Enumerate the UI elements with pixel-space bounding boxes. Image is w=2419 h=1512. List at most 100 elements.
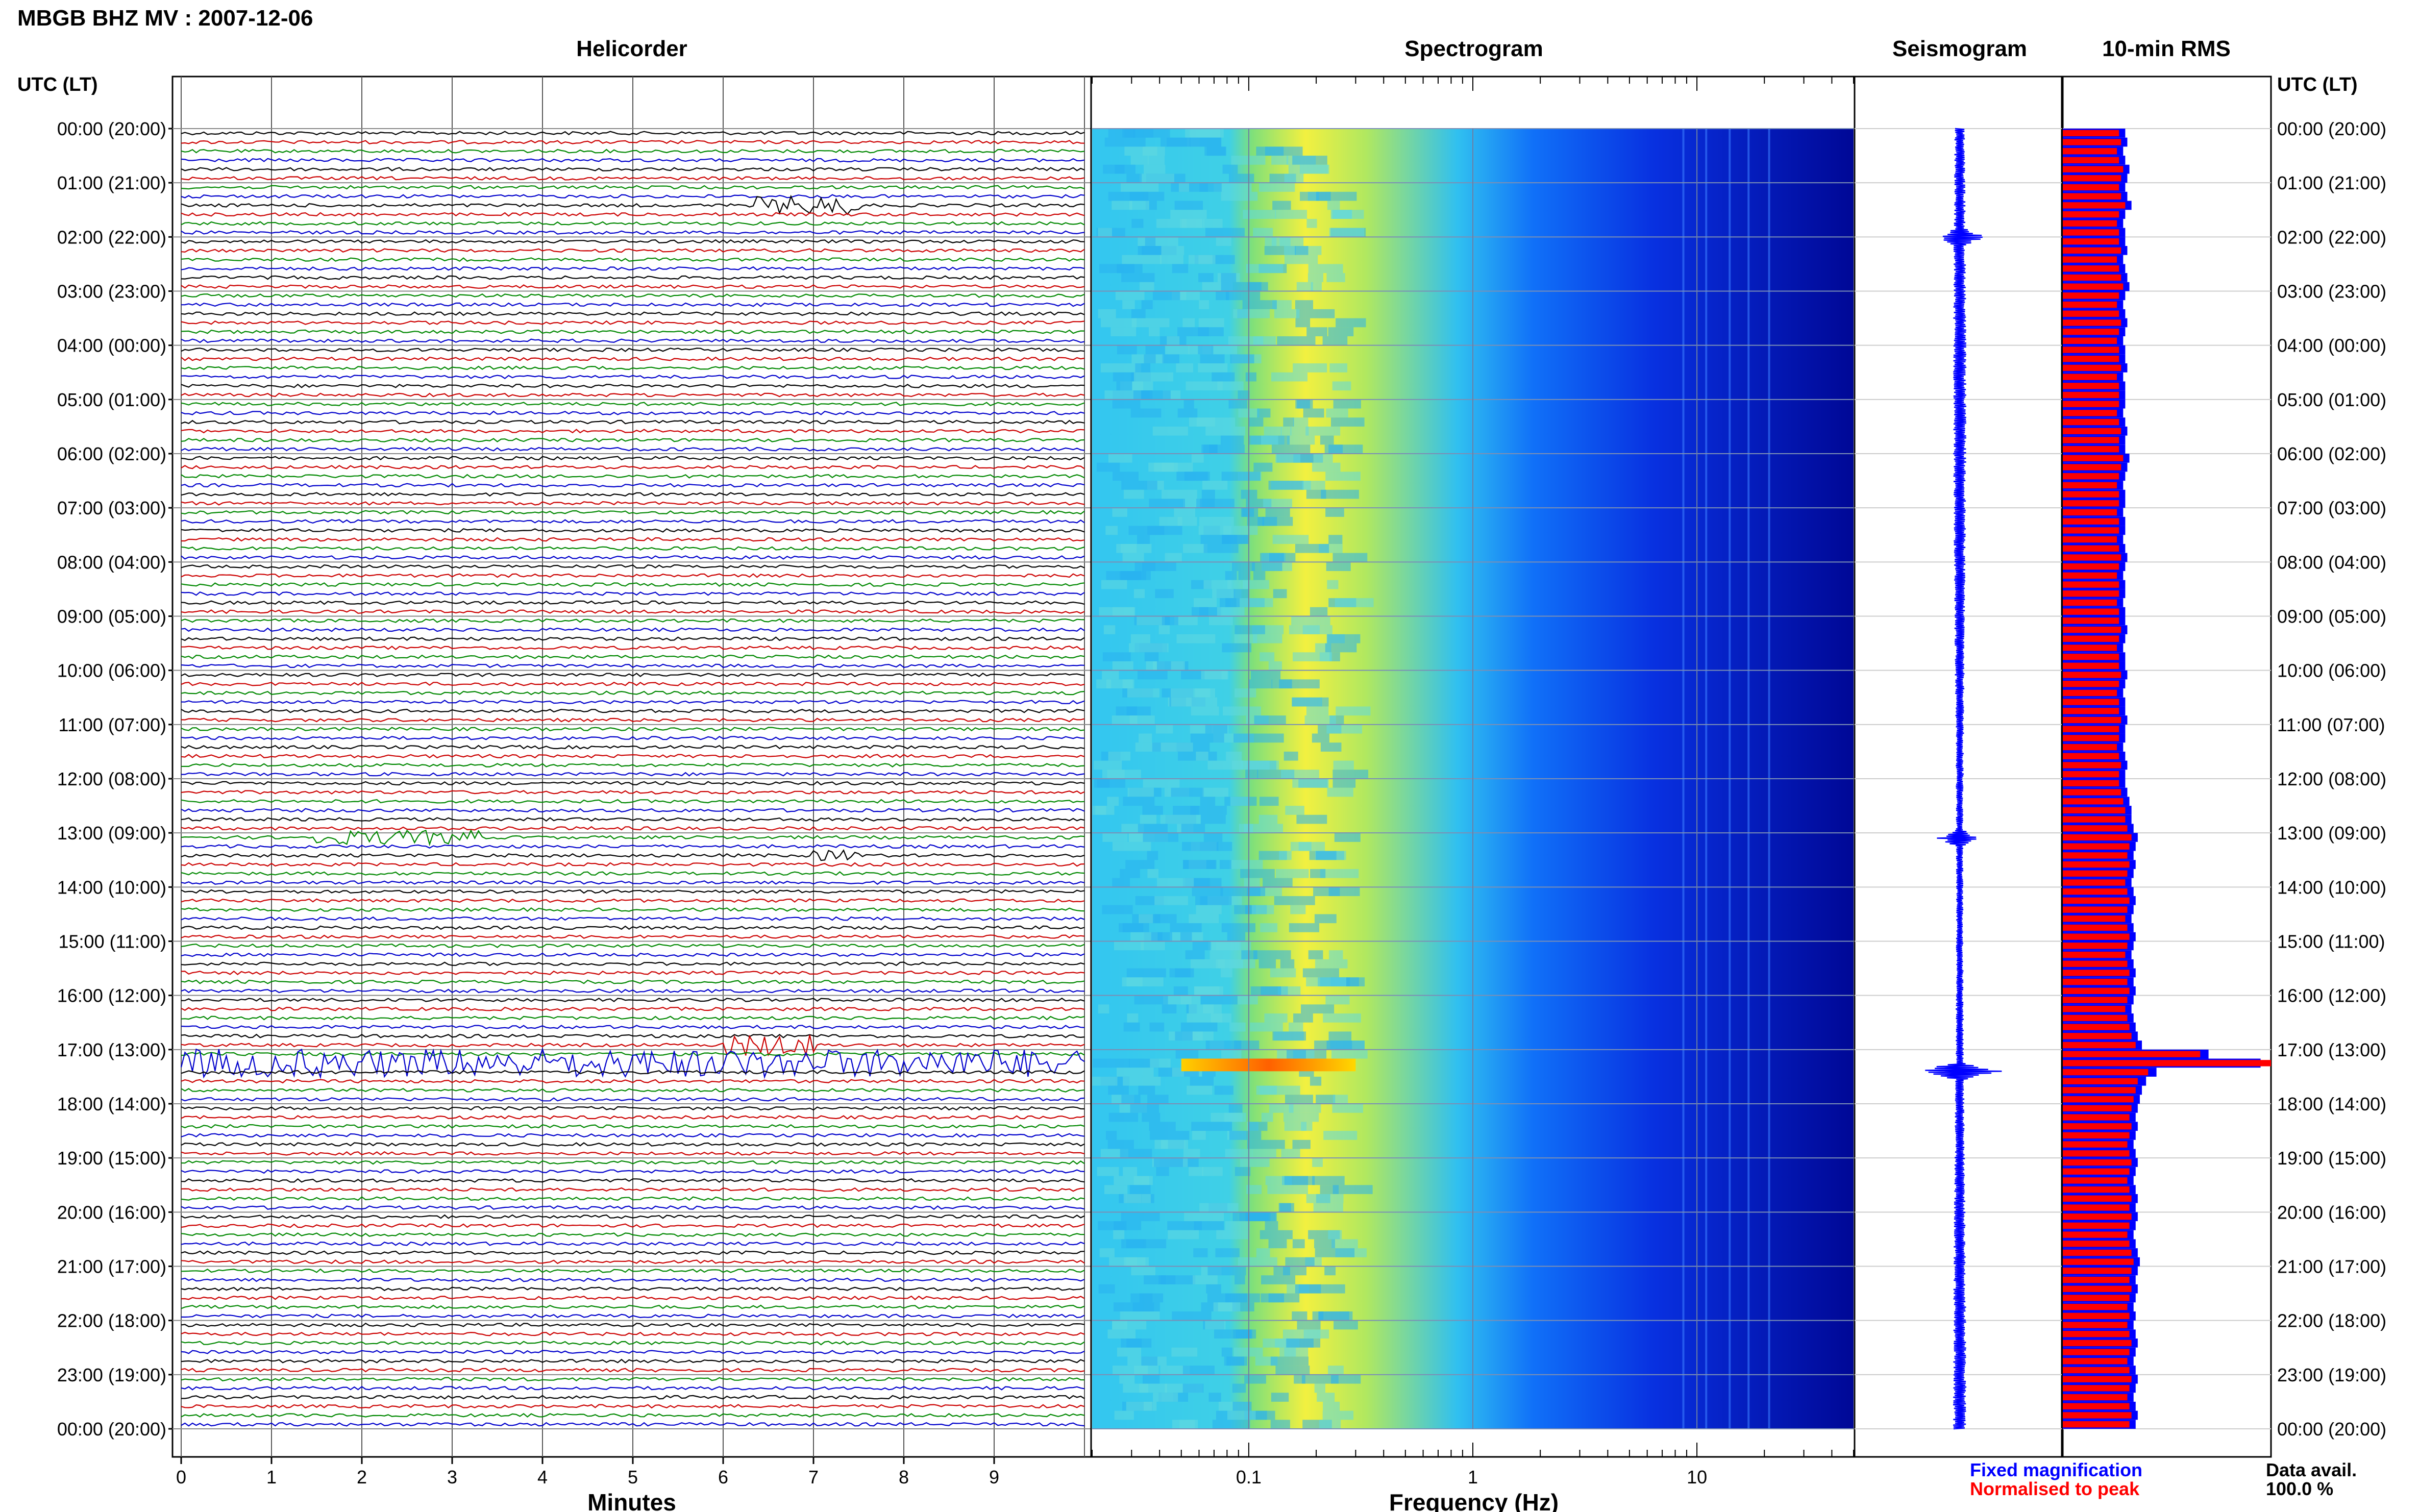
spectrogram-cell: [1179, 291, 1200, 301]
spectrogram-cell: [1280, 426, 1292, 436]
spectrogram-cell: [1155, 724, 1173, 734]
spectrogram-cell: [1128, 643, 1169, 653]
spectrogram-cell: [1172, 264, 1189, 274]
time-tick-label: 00:00 (20:00): [57, 1419, 166, 1440]
helicorder-trace: [181, 1358, 1085, 1364]
spectrogram-cell: [1302, 481, 1325, 490]
helicorder-tick-label: 4: [537, 1467, 548, 1488]
spectrogram-cell: [1329, 950, 1343, 959]
spectrogram-cell: [1285, 806, 1304, 815]
helicorder-trace: [181, 1124, 1085, 1129]
spectrogram-cell: [1336, 318, 1366, 328]
rms-bar-normalised: [2063, 1123, 2132, 1130]
rms-bar-normalised: [2063, 1060, 2271, 1067]
helicorder-trace: [181, 1223, 1085, 1228]
spectrogram-cell: [1227, 932, 1246, 941]
spectrogram-cell: [1230, 797, 1250, 806]
spectrogram-cell: [1253, 634, 1282, 643]
helicorder-tick-label: 1: [266, 1467, 277, 1488]
rms-bar-normalised: [2063, 1331, 2130, 1337]
spectrogram-cell: [1281, 770, 1319, 779]
spectrogram-cell: [1247, 282, 1268, 291]
spectrogram-cell: [1258, 183, 1295, 192]
rms-bar-normalised: [2063, 843, 2130, 850]
spectrogram-cell: [1219, 598, 1240, 607]
spectrogram-cell: [1203, 444, 1218, 454]
time-tick-label: 07:00 (03:00): [57, 498, 166, 518]
helicorder-trace: [181, 528, 1085, 533]
helicorder-trace: [181, 302, 1085, 307]
spectrogram-cell: [1182, 841, 1219, 851]
helicorder-trace: [181, 465, 1085, 469]
spectrogram-cell: [1143, 1374, 1160, 1384]
spectrogram-cell: [1152, 291, 1180, 301]
time-tick-label: 22:00 (18:00): [2277, 1310, 2386, 1331]
helicorder-trace: [181, 1133, 1085, 1138]
spectrogram-cell: [1130, 1104, 1159, 1113]
helicorder-trace: [181, 1413, 1085, 1418]
spectrogram-cell: [1228, 399, 1248, 409]
helicorder-trace: [181, 979, 1085, 984]
rms-bar-normalised: [2063, 1322, 2128, 1328]
spectrogram-cell: [1333, 399, 1361, 409]
helicorder-trace: [181, 636, 1085, 641]
rms-bar-normalised: [2063, 274, 2121, 281]
spectrogram-cell: [1223, 706, 1261, 716]
rms-bar-normalised: [2063, 1078, 2138, 1084]
spectrogram-cell: [1107, 1329, 1136, 1339]
spectrogram-cell: [1320, 869, 1359, 878]
rms-bar-normalised: [2063, 220, 2117, 227]
spectrogram-cell: [1193, 1248, 1208, 1257]
spectrogram-cell: [1205, 426, 1245, 436]
spectrogram-cell: [1200, 535, 1237, 544]
helicorder-trace: [181, 1304, 1085, 1309]
spectrogram-cell: [1273, 1266, 1290, 1276]
rms-bar-normalised: [2063, 337, 2117, 344]
spectrogram-cell: [1272, 535, 1309, 544]
rms-bar-normalised: [2063, 888, 2128, 895]
spectrogram-cell: [1126, 173, 1142, 183]
spectrogram-cell: [1121, 1339, 1142, 1348]
spectrogram-cell: [1144, 354, 1156, 364]
spectrogram-cell: [1225, 291, 1261, 301]
data-availability-label: Data avail.: [2266, 1459, 2357, 1480]
spectrogram-cell: [1329, 363, 1348, 373]
rms-bar-normalised: [2063, 500, 2119, 507]
spectrogram-cell: [1229, 1131, 1262, 1140]
spectrogram-cell: [1314, 1040, 1352, 1050]
helicorder-trace: [181, 510, 1085, 515]
spectrogram-cell: [1332, 770, 1369, 779]
spectrogram-cell: [1226, 751, 1242, 761]
spectrogram-cell: [1139, 1293, 1153, 1303]
helicorder-trace: [181, 438, 1085, 442]
spectrogram-cell: [1177, 327, 1209, 336]
spectrogram-cell: [1220, 887, 1261, 897]
spectrogram-cell: [1250, 1022, 1283, 1032]
helicorder-trace: [181, 230, 1085, 235]
spectrogram-cell: [1158, 1275, 1176, 1284]
spectrogram-cell: [1279, 1203, 1291, 1212]
spectrogram-cell: [1198, 255, 1213, 264]
spectrogram-cell: [1327, 787, 1353, 797]
spectrogram-cell: [1271, 444, 1311, 454]
helicorder-trace: [181, 546, 1085, 551]
spectrogram-cell: [1306, 327, 1327, 336]
legend-fixed-magnification: Fixed magnification: [1970, 1459, 2142, 1480]
spectrogram-cell: [1334, 833, 1361, 842]
spectrogram-cell: [1312, 1158, 1323, 1167]
spectrogram-cell: [1126, 706, 1151, 716]
helicorder-trace: [181, 311, 1085, 316]
spectrogram-cell: [1114, 1410, 1134, 1420]
spectrogram-cell: [1108, 1112, 1139, 1122]
spectrogram-cell: [1303, 408, 1324, 418]
helicorder-trace: [181, 158, 1085, 163]
helicorder-trace: [181, 1404, 1085, 1409]
spectrogram-cell: [1120, 1149, 1152, 1158]
spectrogram-cell: [1133, 390, 1150, 400]
spectrogram-cell: [1253, 950, 1291, 959]
spectrogram-cell: [1143, 779, 1180, 788]
spectrogram-cell: [1092, 1076, 1118, 1086]
time-tick-label: 17:00 (13:00): [2277, 1039, 2386, 1060]
time-tick-label: 01:00 (21:00): [2277, 172, 2386, 193]
rms-bar-normalised: [2063, 708, 2119, 714]
